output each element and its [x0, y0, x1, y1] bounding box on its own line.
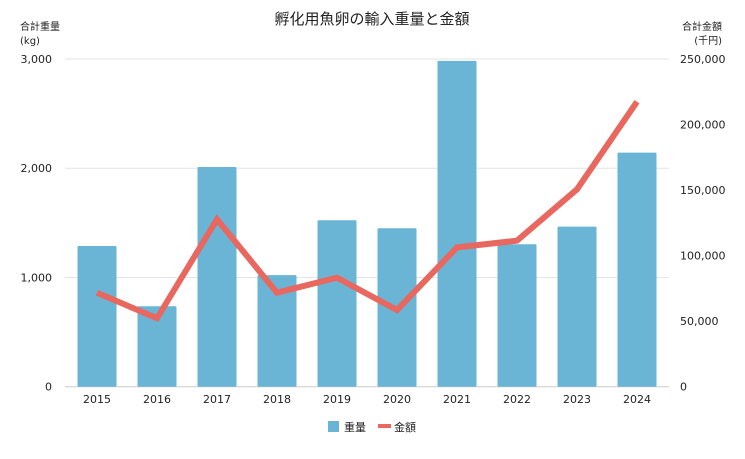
x-tick-label: 2022 [503, 393, 531, 406]
bar-2021 [438, 61, 477, 387]
right-tick-label: 150,000 [680, 184, 726, 197]
x-tick-label: 2023 [563, 393, 591, 406]
x-tick-label: 2017 [203, 393, 231, 406]
bar-2022 [498, 244, 537, 386]
left-axis-label-line1: 合計重量 [20, 20, 60, 33]
x-tick-label: 2018 [263, 393, 291, 406]
bar-2015 [78, 246, 117, 387]
right-tick-label: 200,000 [680, 119, 726, 132]
bar-2017 [198, 167, 237, 387]
legend: 重量 金額 [328, 420, 416, 434]
left-tick-label: 1,000 [21, 271, 53, 284]
legend-swatch-weight [328, 421, 339, 432]
amount-line [97, 102, 637, 319]
left-tick-label: 2,000 [21, 162, 53, 175]
legend-label-weight: 重量 [344, 420, 366, 434]
x-tick-label: 2021 [443, 393, 471, 406]
left-axis-label-line2: (kg) [20, 36, 40, 47]
right-tick-label: 0 [680, 381, 687, 394]
legend-label-amount: 金額 [394, 420, 416, 434]
bar-2019 [318, 220, 357, 386]
x-tick-label: 2019 [323, 393, 351, 406]
right-axis-label-line2: (千円) [694, 35, 722, 47]
left-tick-label: 0 [45, 381, 52, 394]
bar-2024 [618, 153, 657, 387]
x-tick-label: 2016 [143, 393, 171, 406]
chart-title: 孵化用魚卵の輸入重量と金額 [274, 10, 469, 28]
right-axis-label-line1: 合計金額 [682, 20, 722, 33]
right-tick-label: 100,000 [680, 250, 726, 263]
x-tick-label: 2024 [623, 393, 651, 406]
right-tick-label: 250,000 [680, 53, 726, 66]
bar-2023 [558, 227, 597, 387]
right-tick-label: 50,000 [680, 315, 719, 328]
left-tick-label: 3,000 [21, 53, 53, 66]
x-tick-label: 2015 [83, 393, 111, 406]
x-tick-label: 2020 [383, 393, 411, 406]
